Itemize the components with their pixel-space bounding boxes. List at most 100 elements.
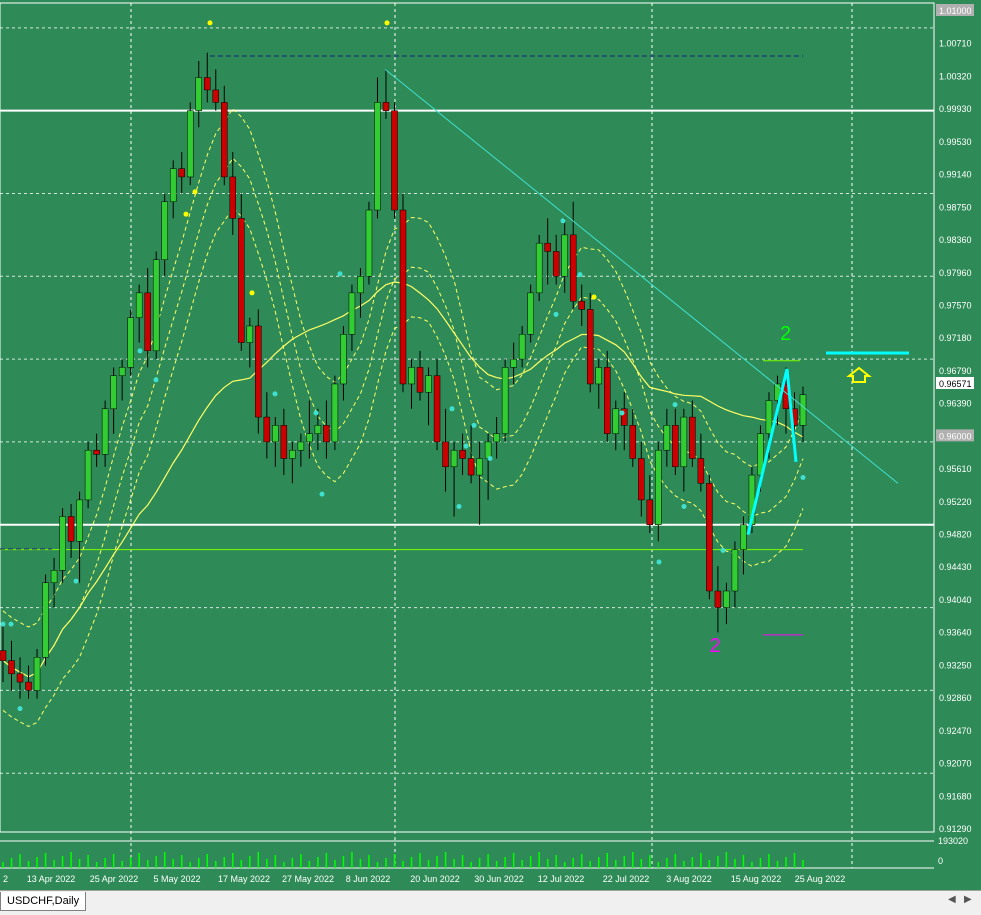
- candle-body: [76, 499, 83, 542]
- candle-body: [740, 524, 747, 550]
- candle-body: [50, 570, 58, 583]
- fractal-dot: [272, 391, 278, 397]
- candle-body: [638, 458, 645, 501]
- candle-body: [118, 367, 126, 376]
- fractal-dot: [577, 272, 583, 278]
- price-axis-label: 0.93640: [939, 628, 972, 638]
- fractal-dot: [656, 559, 662, 565]
- candle-body: [604, 367, 611, 434]
- volume-axis-zero: 0: [938, 856, 943, 866]
- candle-body: [723, 590, 730, 608]
- fractal-dot: [463, 443, 469, 449]
- candle-body: [280, 425, 288, 459]
- plot-border: [0, 2, 935, 833]
- date-axis-label: 15 Aug 2022: [731, 874, 782, 884]
- chart-tab-usdchf-daily[interactable]: USDCHF,Daily: [0, 892, 87, 911]
- volume-axis-max: 193020: [938, 836, 968, 846]
- price-axis-label: 0.98360: [939, 235, 972, 245]
- scroll-right-icon[interactable]: ▶: [964, 894, 972, 905]
- candle-body: [272, 425, 279, 443]
- candle-body: [569, 234, 577, 302]
- date-axis-label: 17 May 2022: [218, 874, 270, 884]
- fractal-dot: [192, 189, 198, 195]
- candle-body: [595, 367, 602, 385]
- candle-body: [578, 300, 585, 310]
- candle-body: [212, 89, 220, 103]
- candle-body: [195, 77, 202, 111]
- candle-body: [25, 681, 32, 691]
- candle-body: [714, 590, 722, 608]
- candle-body: [161, 201, 168, 260]
- descending-trendline: [384, 68, 899, 484]
- candle-body: [476, 458, 483, 476]
- candle-body: [799, 394, 807, 426]
- candle-body: [552, 251, 560, 277]
- fractal-dot: [183, 211, 189, 217]
- candle-body: [101, 408, 109, 455]
- price-axis-label: 0.96790: [939, 366, 972, 376]
- fractal-dot: [471, 422, 477, 428]
- date-axis-label: 5 May 2022: [153, 874, 200, 884]
- fractal-dot: [449, 406, 455, 412]
- candle-body: [314, 425, 322, 434]
- candle-body: [680, 416, 688, 468]
- candle-body: [450, 449, 458, 468]
- fractal-dot: [720, 547, 726, 553]
- candle-body: [357, 276, 364, 294]
- candle-body: [348, 292, 356, 335]
- price-chart[interactable]: 2 2 1.01000 1.00710 1.00320 0.99930 0.99530 0.9…: [0, 0, 981, 890]
- candle-body: [765, 400, 773, 434]
- candle-body: [323, 425, 330, 443]
- fractal-dot: [17, 706, 23, 712]
- price-axis-label: 0.98750: [939, 202, 972, 212]
- candle-body: [93, 449, 100, 455]
- price-axis-label: 0.95610: [939, 464, 972, 474]
- price-axis-label: 0.94040: [939, 595, 972, 605]
- candle-body: [408, 367, 415, 385]
- candle-body: [331, 383, 339, 443]
- candle-body: [689, 416, 696, 459]
- fractal-dot: [619, 410, 625, 416]
- price-axis-label: 0.99140: [939, 170, 972, 180]
- candle-body: [204, 77, 211, 91]
- fractal-dot: [207, 20, 213, 26]
- date-axis-label: 8 Jun 2022: [346, 874, 391, 884]
- price-axis-label: 0.97570: [939, 300, 972, 310]
- price-axis-label: 0.97180: [939, 333, 972, 343]
- candle-body: [246, 325, 254, 343]
- fractal-dot: [681, 504, 687, 510]
- fractal-dot: [0, 621, 6, 627]
- fractal-dot: [73, 578, 79, 584]
- candle-body: [0, 650, 7, 661]
- current-price-label: 0.96571: [939, 379, 972, 389]
- annotation-wave-2-magenta: 2: [709, 635, 720, 657]
- scroll-left-icon[interactable]: ◀: [948, 894, 956, 905]
- candle-body: [374, 102, 381, 211]
- date-axis-label: 20 Jun 2022: [410, 874, 460, 884]
- candle-body: [646, 499, 654, 525]
- candle-body: [655, 449, 662, 525]
- price-axis-label: 0.93250: [939, 660, 972, 670]
- candle-body: [629, 425, 637, 459]
- date-axis-label: 30 Jun 2022: [474, 874, 524, 884]
- candle-body: [518, 334, 526, 360]
- fractal-dot: [560, 218, 566, 224]
- candle-body: [135, 292, 143, 318]
- fractal-dot: [137, 348, 143, 354]
- candle-body: [238, 218, 245, 343]
- current-price-box: [936, 377, 974, 389]
- price-axis-label: 0.95220: [939, 497, 972, 507]
- candle-body: [306, 433, 313, 443]
- candle-body: [561, 234, 568, 277]
- candle-body: [365, 209, 373, 277]
- candle-body: [399, 209, 407, 385]
- price-axis-label: 0.94820: [939, 530, 972, 540]
- price-axis-label: 0.91290: [939, 824, 972, 834]
- candle-body: [425, 375, 432, 393]
- candle-body: [731, 549, 739, 592]
- price-axis-label: 0.97960: [939, 268, 972, 278]
- fractal-dot: [487, 455, 493, 461]
- fractal-dot: [384, 20, 390, 26]
- fractal-dot: [456, 504, 462, 510]
- candle-body: [8, 660, 15, 675]
